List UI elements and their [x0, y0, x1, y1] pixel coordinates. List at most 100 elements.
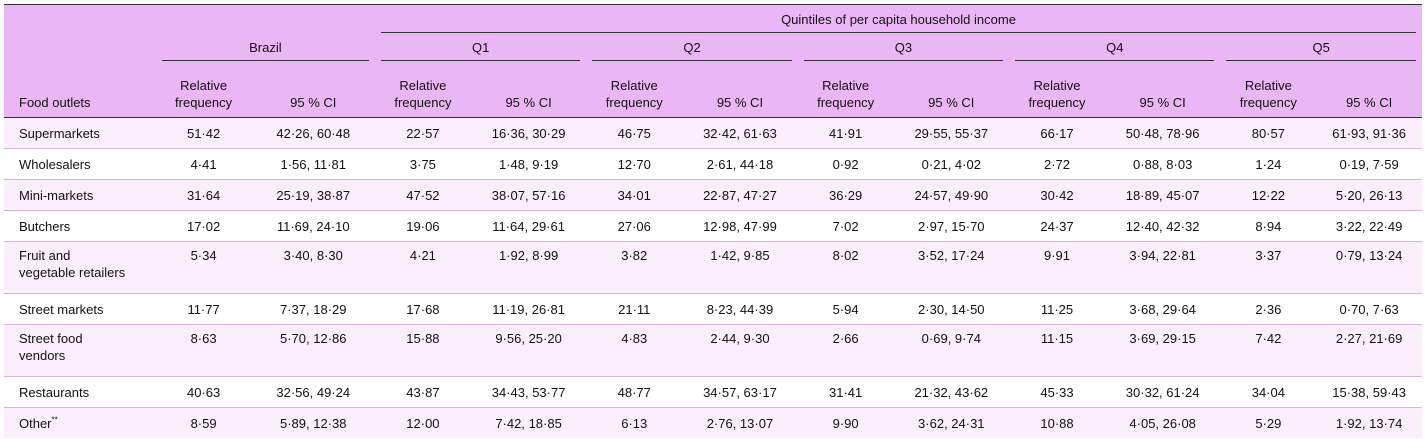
ci-cell: 3·40, 8·30	[251, 241, 376, 294]
ci-cell: 2·44, 9·30	[682, 324, 798, 377]
food-outlets-table: Quintiles of per capita household income…	[4, 4, 1422, 439]
ci-cell: 3·68, 29·64	[1104, 293, 1221, 325]
freq-header-line1: Relative	[180, 78, 228, 93]
table-row: Restaurants 40·63 32·56, 49·24 43·87 34·43, …	[4, 376, 1422, 408]
relative-frequency-cell: 34·04	[1220, 376, 1317, 408]
ci-cell: 11·19, 26·81	[470, 293, 587, 325]
relative-frequency-cell: 8·94	[1220, 210, 1317, 242]
freq-header-line1: Relative	[1033, 78, 1081, 93]
relative-frequency-cell: 9·91	[1009, 241, 1105, 294]
relative-frequency-cell: 15·88	[375, 324, 471, 377]
table-row: Butchers 17·02 11·69, 24·10 19·06 11·64, 29·…	[4, 210, 1422, 242]
ci-cell: 1·92, 8·99	[470, 241, 587, 294]
relative-frequency-cell: 0·92	[797, 148, 894, 180]
food-outlets-header: Food outlets	[19, 95, 91, 110]
freq-header-line2: frequency	[605, 95, 663, 110]
relative-frequency-cell: 2·72	[1009, 148, 1105, 180]
freq-header-line1: Relative	[822, 78, 870, 93]
ci-cell: 3·52, 17·24	[893, 241, 1010, 294]
relative-frequency-cell: 43·87	[375, 376, 471, 408]
relative-frequency-cell: 1·24	[1220, 148, 1317, 180]
table-row: Street food vendors 8·63 5·70, 12·86 15·88 9·…	[4, 324, 1422, 377]
relative-frequency-cell: 12·00	[375, 407, 471, 439]
q5-freq-header: Relative frequency	[1220, 61, 1316, 118]
ci-cell: 2·76, 13·07	[682, 407, 798, 439]
relative-frequency-cell: 10·88	[1009, 407, 1105, 439]
row-label-text: Street markets	[19, 301, 104, 317]
relative-frequency-cell: 34·01	[586, 179, 683, 211]
relative-frequency-cell: 30·42	[1009, 179, 1105, 211]
ci-cell: 3·94, 22·81	[1104, 241, 1221, 294]
row-label-text: Wholesalers	[19, 156, 91, 172]
q2-header: Q2	[586, 33, 797, 61]
relative-frequency-cell: 48·77	[586, 376, 683, 408]
ci-cell: 4·05, 26·08	[1104, 407, 1221, 439]
q2-label: Q2	[683, 39, 701, 55]
row-label-text-line2: vegetable retailers	[19, 265, 126, 280]
relative-frequency-cell: 17·02	[155, 210, 252, 242]
q1-ci-header: 95 % CI	[505, 95, 552, 110]
q4-label: Q4	[1106, 39, 1124, 55]
ci-cell: 0·19, 7·59	[1316, 148, 1422, 180]
row-label-text: Fruit and	[19, 248, 71, 263]
brazil-header: Brazil	[156, 33, 375, 61]
header-row-columns: Brazil Q1 Q2 Q3 Q4 Q5	[4, 33, 1422, 61]
relative-frequency-cell: 66·17	[1040, 125, 1074, 141]
q3-label: Q3	[894, 39, 913, 55]
q2-freq-header: Relative frequency	[586, 61, 682, 118]
relative-frequency-cell: 2·66	[797, 324, 894, 377]
table-row: Mini-markets 31·64 25·19, 38·87 47·52 38·07,…	[4, 179, 1422, 211]
ci-cell: 0·21, 4·02	[893, 148, 1010, 180]
q3-header: Q3	[798, 33, 1009, 61]
row-label: Fruit and vegetable retailers	[4, 241, 156, 294]
relative-frequency-cell: 7·02	[797, 210, 894, 242]
row-label-text: Street food	[19, 331, 83, 346]
table-container: Quintiles of per capita household income…	[4, 4, 1422, 439]
table-row: Other** 8·59 5·89, 12·38 12·00 7·42, 18·85 6·…	[4, 407, 1422, 439]
relative-frequency-cell: 36·29	[797, 179, 894, 211]
relative-frequency-cell: 9·90	[797, 407, 894, 439]
ci-cell: 2·30, 14·50	[893, 293, 1010, 325]
relative-frequency-cell: 31·41	[797, 376, 894, 408]
ci-cell: 18·89, 45·07	[1104, 179, 1221, 211]
relative-frequency-cell: 5·29	[1220, 407, 1317, 439]
q4-ci-header: 95 % CI	[1139, 95, 1186, 110]
quintiles-group-title: Quintiles of per capita household income	[781, 11, 1016, 27]
q2-underline	[592, 60, 792, 61]
freq-header-line1: Relative	[399, 78, 447, 93]
ci-cell: 12·40, 42·32	[1104, 210, 1221, 242]
ci-cell: 3·22, 22·49	[1316, 210, 1422, 242]
relative-frequency-cell: 3·82	[586, 241, 683, 294]
ci-cell: 7·42, 18·85	[470, 407, 587, 439]
ci-cell: 9·56, 25·20	[470, 324, 587, 377]
q5-underline	[1226, 60, 1416, 61]
ci-cell: 32·42, 61·63	[703, 125, 777, 141]
relative-frequency-cell: 8·02	[797, 241, 894, 294]
relative-frequency-cell: 11·77	[155, 293, 252, 325]
ci-cell: 3·62, 24·31	[893, 407, 1010, 439]
ci-cell: 2·97, 15·70	[893, 210, 1010, 242]
freq-header-line2: frequency	[175, 95, 233, 110]
ci-cell: 5·20, 26·13	[1316, 179, 1422, 211]
q3-ci-header: 95 % CI	[928, 95, 975, 110]
table-row: Fruit and vegetable retailers 5·34 3·40, 8·…	[4, 241, 1422, 294]
freq-header-line2: frequency	[817, 95, 875, 110]
relative-frequency-cell: 46·75	[617, 125, 651, 141]
row-label: Mini-markets	[4, 179, 156, 211]
row-label-text: Other	[19, 415, 52, 431]
q5-ci-header: 95 % CI	[1345, 95, 1393, 110]
footnote-marker: **	[51, 415, 58, 425]
ci-cell: 7·37, 18·29	[251, 293, 376, 325]
ci-cell: 1·48, 9·19	[470, 148, 587, 180]
relative-frequency-cell: 21·11	[586, 293, 683, 325]
q4-header: Q4	[1009, 33, 1220, 61]
ci-cell: 1·56, 11·81	[251, 148, 376, 180]
ci-cell: 2·61, 44·18	[682, 148, 798, 180]
relative-frequency-cell: 27·06	[586, 210, 683, 242]
relative-frequency-cell: 47·52	[375, 179, 471, 211]
ci-cell: 0·69, 9·74	[893, 324, 1010, 377]
header-row-group: Quintiles of per capita household income	[4, 4, 1422, 33]
ci-cell: 11·64, 29·61	[470, 210, 587, 242]
quintiles-group-header: Quintiles of per capita household income	[375, 5, 1422, 33]
row-label-text: Mini-markets	[19, 187, 94, 203]
